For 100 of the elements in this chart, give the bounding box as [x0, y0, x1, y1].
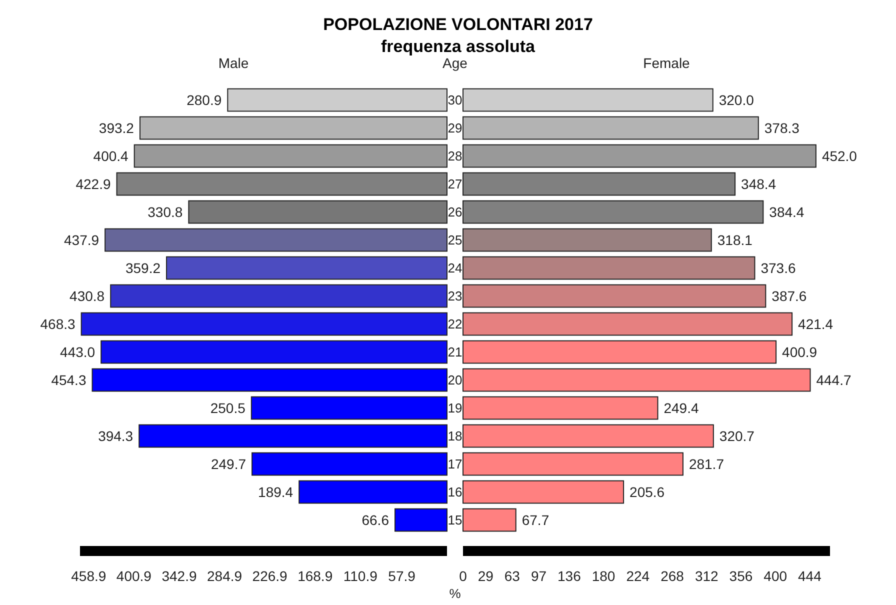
bar [462, 396, 658, 420]
data-label: 280.9 [186, 92, 222, 108]
bar [462, 144, 816, 168]
y-tick-label: 17 [448, 456, 462, 472]
data-label: 422.9 [76, 176, 111, 192]
y-tick-label: 25 [448, 232, 462, 248]
bar [462, 172, 736, 196]
bar [462, 368, 811, 392]
data-label: 250.5 [210, 400, 246, 416]
series-label: Male [218, 55, 249, 71]
x-tick-label: 29 [478, 568, 494, 584]
y-tick-label: 30 [448, 92, 462, 108]
y-tick-label: 16 [448, 484, 462, 500]
x-tick-label: 63 [504, 568, 520, 584]
chart-title: POPOLAZIONE VOLONTARI 2017 [323, 15, 593, 34]
y-axis-title: Age [442, 55, 468, 71]
data-label: 378.3 [764, 120, 800, 136]
bar [166, 256, 448, 280]
data-label: 66.6 [362, 512, 390, 528]
data-label: 394.3 [98, 428, 134, 444]
x-tick-label: 400.9 [116, 568, 152, 584]
bar [298, 480, 448, 504]
bar [462, 116, 759, 140]
bar [134, 144, 448, 168]
bar [462, 284, 766, 308]
bar [110, 284, 448, 308]
x-tick-label: 458.9 [71, 568, 106, 584]
data-label: 437.9 [64, 232, 100, 248]
x-tick-label: 0 [459, 568, 468, 584]
bar [462, 228, 712, 252]
x-tick-label: 400 [764, 568, 788, 584]
y-tick-label: 29 [448, 120, 462, 136]
x-tick-label: 342.9 [162, 568, 197, 584]
x-tick-label: 356 [729, 568, 753, 584]
data-label: 249.4 [664, 400, 699, 416]
bar [462, 452, 684, 476]
bar [227, 88, 448, 112]
bar [104, 228, 448, 252]
x-axis-title: % [449, 586, 462, 601]
y-tick-label: 28 [448, 148, 462, 164]
bar [138, 424, 448, 448]
x-tick-label: 168.9 [298, 568, 333, 584]
data-label: 384.4 [769, 204, 804, 220]
x-tick-label: 136 [558, 568, 582, 584]
y-tick-label: 24 [448, 260, 462, 276]
x-tick-label: 268 [660, 568, 684, 584]
x-tick-label: 110.9 [343, 568, 378, 584]
data-label: 318.1 [717, 232, 753, 248]
data-label: 330.8 [148, 204, 183, 220]
data-label: 421.4 [798, 316, 834, 332]
y-tick-label: 27 [448, 176, 462, 192]
bar [394, 508, 448, 532]
bar [462, 256, 756, 280]
bar [80, 312, 448, 336]
bar [462, 312, 793, 336]
data-label: 320.0 [718, 92, 754, 108]
bar [462, 424, 714, 448]
series-label: Female [643, 55, 690, 71]
data-label: 430.8 [70, 288, 105, 304]
bar [462, 340, 777, 364]
bar [462, 88, 714, 112]
data-label: 387.6 [772, 288, 807, 304]
y-tick-label: 19 [448, 400, 462, 416]
y-tick-label: 22 [448, 316, 462, 332]
chart-subtitle: frequenza assoluta [381, 37, 536, 56]
bar [188, 200, 448, 224]
data-label: 400.4 [93, 148, 129, 164]
y-tick-label: 26 [448, 204, 462, 220]
x-tick-label: 57.9 [388, 568, 416, 584]
x-tick-label: 180 [592, 568, 616, 584]
x-tick-label: 444 [798, 568, 822, 584]
y-tick-label: 15 [448, 512, 462, 528]
data-label: 281.7 [688, 456, 724, 472]
data-label: 373.6 [760, 260, 796, 276]
data-label: 452.0 [822, 148, 858, 164]
data-label: 444.7 [816, 372, 852, 388]
data-label: 393.2 [98, 120, 134, 136]
bar [462, 480, 624, 504]
data-label: 249.7 [210, 456, 246, 472]
data-label: 189.4 [258, 484, 294, 500]
data-label: 400.9 [782, 344, 818, 360]
bar [139, 116, 448, 140]
data-label: 454.3 [51, 372, 86, 388]
bar [462, 508, 516, 532]
data-label: 359.2 [125, 260, 161, 276]
data-label: 67.7 [522, 512, 550, 528]
x-tick-label: 97 [530, 568, 547, 584]
y-tick-label: 18 [448, 428, 462, 444]
bar [100, 340, 448, 364]
data-label: 348.4 [741, 176, 776, 192]
x-tick-label: 224 [626, 568, 650, 584]
bar [252, 452, 448, 476]
bar [116, 172, 448, 196]
data-label: 205.6 [630, 484, 665, 500]
x-tick-label: 226.9 [252, 568, 288, 584]
y-tick-label: 23 [448, 288, 462, 304]
x-tick-label: 312 [694, 568, 719, 584]
y-tick-label: 21 [448, 344, 462, 360]
bar [250, 396, 448, 420]
data-label: 468.3 [40, 316, 76, 332]
